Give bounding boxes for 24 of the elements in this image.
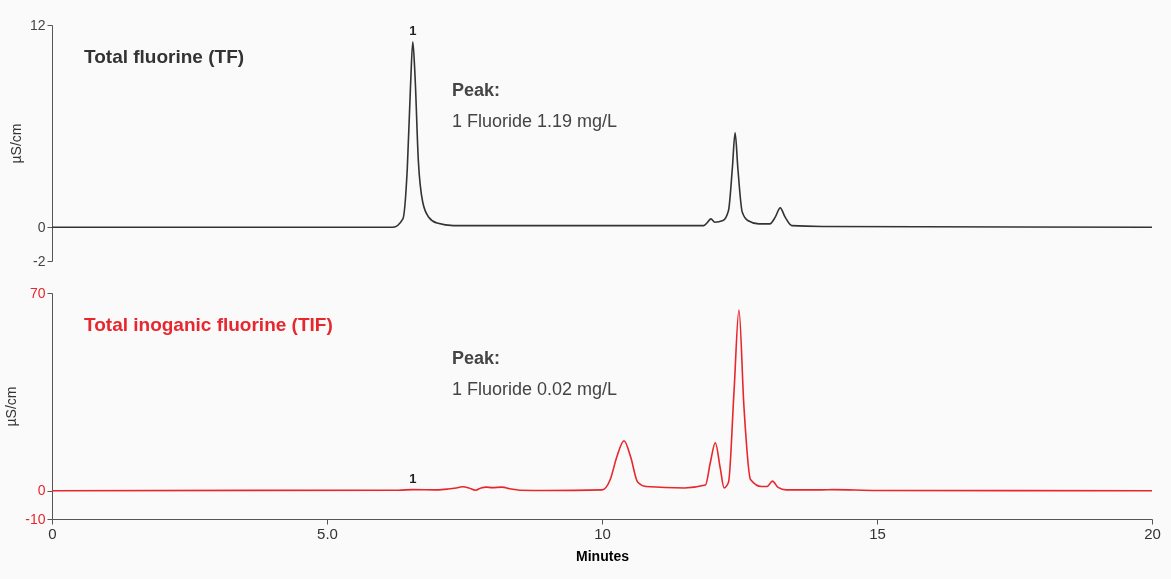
y-tick-label: -2 [33, 252, 46, 269]
x-tick-label: 20 [1144, 524, 1161, 542]
x-tick-label: 0 [48, 524, 57, 542]
y-tick-label: 70 [29, 284, 46, 301]
y-axis-title: µS/cm [3, 386, 20, 427]
y-tick-label: 0 [37, 482, 46, 499]
x-tick-label: 10 [594, 524, 611, 542]
annotation: Peak: [452, 348, 501, 368]
y-axis-title: µS/cm [7, 123, 24, 164]
annotation: 1 [409, 22, 417, 38]
x-axis-title: Minutes [576, 547, 630, 564]
text: Total inoganic fluorine (TIF) [84, 314, 333, 335]
y-tick-label: 0 [37, 218, 46, 235]
line-series [52, 309, 1152, 492]
annotation: 1 Fluoride 0.02 mg/L [452, 379, 618, 399]
annotation: 1 [409, 470, 417, 486]
y-tick-label: 12 [29, 16, 46, 33]
x-tick-label: 15 [869, 524, 886, 542]
annotation: Peak: [452, 80, 501, 100]
annotation: 1 Fluoride 1.19 mg/L [452, 111, 618, 131]
x-tick-label: 5.0 [317, 524, 338, 542]
line-series [52, 41, 1152, 229]
text: Total fluorine (TF) [84, 46, 245, 67]
y-tick-label: -10 [25, 510, 46, 527]
